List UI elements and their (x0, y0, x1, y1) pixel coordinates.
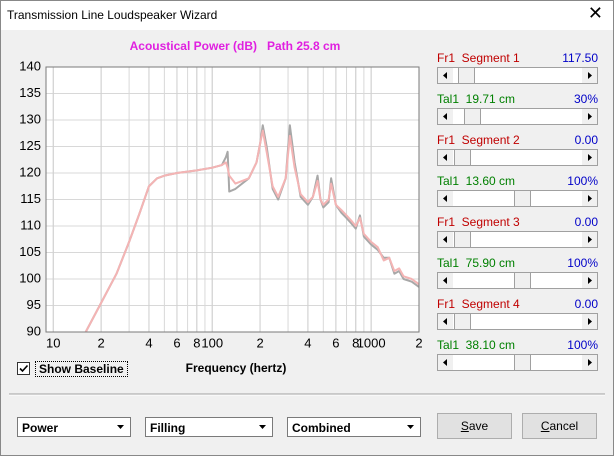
scrollbar[interactable] (437, 354, 598, 371)
plot-border (45, 66, 420, 333)
x-axis-label: Frequency (hertz) (186, 361, 287, 375)
y-tick-label: 130 (19, 111, 41, 126)
scroll-right-button[interactable] (582, 355, 597, 370)
scroll-left-button[interactable] (438, 273, 453, 288)
slider-value: 0.00 (574, 133, 598, 147)
dropdown-text: Combined (292, 421, 351, 435)
scroll-right-button[interactable] (582, 273, 597, 288)
scroll-left-button[interactable] (438, 314, 453, 329)
scroll-left-button[interactable] (438, 191, 453, 206)
y-tick-label: 110 (20, 217, 41, 232)
x-tick-label: 2 (98, 335, 105, 350)
dropdown-text: Filling (150, 421, 186, 435)
x-tick-label: 2 (256, 335, 263, 350)
slider-value: 117.50 (562, 51, 598, 65)
dropdown-arrow (117, 425, 124, 429)
button-label: Cancel (540, 419, 579, 433)
close-button[interactable]: ✕ (587, 3, 603, 23)
x-tick-label: 6 (173, 335, 180, 350)
y-tick-label: 105 (19, 244, 41, 259)
y-tick-label: 115 (20, 191, 41, 206)
slider-value: 0.00 (574, 297, 598, 311)
slider-value: 100% (567, 338, 598, 352)
scrollbar[interactable] (437, 108, 598, 125)
y-tick-label: 90 (27, 323, 41, 338)
scroll-right-button[interactable] (582, 150, 597, 165)
slider-value: 30% (573, 92, 598, 106)
x-tick-label: 100 (201, 335, 223, 350)
y-tick-label: 135 (19, 85, 41, 100)
window-title: Transmission Line Loudspeaker Wizard (7, 8, 218, 22)
scroll-thumb[interactable] (514, 355, 531, 370)
scroll-right-button[interactable] (582, 109, 597, 124)
scroll-thumb[interactable] (454, 232, 471, 247)
slider-label: Fr1 Segment 2 (437, 133, 520, 147)
response-line (84, 129, 419, 332)
checkbox[interactable] (17, 362, 30, 375)
scrollbar[interactable] (437, 67, 598, 84)
button-label: Save (460, 419, 489, 433)
scroll-thumb[interactable] (458, 68, 475, 83)
slider-value: 100% (567, 174, 598, 188)
dropdown-arrow (259, 425, 266, 429)
x-tick-label: 8 (193, 335, 200, 350)
dropdown[interactable]: Power (17, 417, 131, 437)
save-button[interactable]: Save (437, 413, 512, 439)
scroll-thumb[interactable] (514, 273, 531, 288)
y-tick-label: 95 (27, 297, 41, 312)
chart-title: Acoustical Power (dB) Path 25.8 cm (130, 39, 341, 53)
scroll-right-button[interactable] (582, 68, 597, 83)
x-tick-label: 2 (415, 335, 422, 350)
title-bar: Transmission Line Loudspeaker Wizard ✕ (1, 1, 613, 30)
slider-label: Tal1 19.71 cm (437, 92, 516, 106)
check (19, 364, 29, 373)
checkmark (19, 364, 29, 373)
scroll-right-button[interactable] (582, 191, 597, 206)
x-tick-label: 4 (145, 335, 152, 350)
slider-label: Fr1 Segment 4 (437, 297, 520, 311)
scrollbar[interactable] (437, 149, 598, 166)
y-tick-label: 140 (19, 58, 41, 73)
scroll-right-button[interactable] (582, 232, 597, 247)
x-tick-label: 1000 (357, 335, 386, 350)
slider-label: Fr1 Segment 1 (437, 51, 520, 65)
dropdown-text: Power (22, 421, 59, 435)
dropdown-arrow (407, 425, 414, 429)
scroll-thumb[interactable] (454, 150, 471, 165)
scroll-thumb[interactable] (514, 191, 531, 206)
x-tick-label: 6 (332, 335, 339, 350)
scroll-right-button[interactable] (582, 314, 597, 329)
x-tick-label: 10 (46, 335, 60, 350)
dropdown[interactable]: Filling (145, 417, 273, 437)
slider-label: Fr1 Segment 3 (437, 215, 520, 229)
dropdown[interactable]: Combined (287, 417, 421, 437)
slider-label: Tal1 38.10 cm (437, 338, 516, 352)
scrollbar[interactable] (437, 313, 598, 330)
y-tick-label: 120 (19, 164, 41, 179)
x-tick-label: 8 (352, 335, 359, 350)
slider-value: 100% (567, 256, 598, 270)
x-tick-label: 4 (304, 335, 311, 350)
scroll-left-button[interactable] (438, 355, 453, 370)
scrollbar[interactable] (437, 231, 598, 248)
scroll-left-button[interactable] (438, 109, 453, 124)
cancel-button[interactable]: Cancel (522, 413, 597, 439)
scrollbar[interactable] (437, 190, 598, 207)
scrollbar[interactable] (437, 272, 598, 289)
scroll-thumb[interactable] (454, 314, 471, 329)
y-tick-label: 125 (19, 138, 41, 153)
slider-label: Tal1 13.60 cm (437, 174, 516, 188)
scroll-left-button[interactable] (438, 68, 453, 83)
scroll-left-button[interactable] (438, 232, 453, 247)
scroll-thumb[interactable] (464, 109, 481, 124)
focus-rect (35, 361, 128, 377)
scroll-left-button[interactable] (438, 150, 453, 165)
slider-value: 0.00 (574, 215, 598, 229)
y-tick-label: 100 (19, 270, 41, 285)
checkbox-label[interactable]: Show Baseline (39, 362, 124, 376)
slider-label: Tal1 75.90 cm (437, 256, 516, 270)
